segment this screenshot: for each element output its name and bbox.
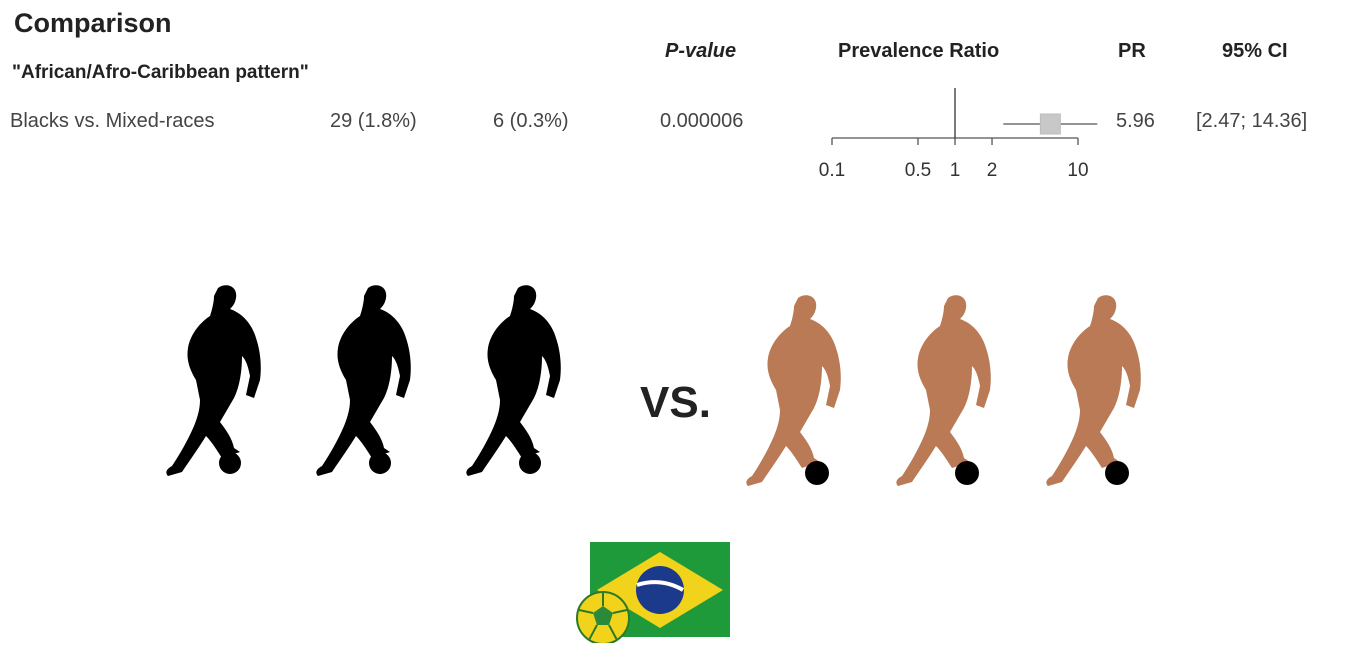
brazil-flag-icon xyxy=(565,540,735,648)
black-player-2 xyxy=(316,285,411,476)
players-illustration xyxy=(166,285,1141,486)
x-tick-label: 2 xyxy=(987,160,998,181)
black-player-1 xyxy=(166,285,261,476)
ball-2 xyxy=(955,461,979,485)
ci-value: [2.47; 14.36] xyxy=(1196,110,1308,132)
flag-globe xyxy=(636,566,684,614)
x-tick-label: 0.5 xyxy=(905,160,931,181)
ball-1 xyxy=(805,461,829,485)
x-tick-label: 1 xyxy=(950,160,961,181)
mixed-player-3 xyxy=(1046,295,1141,486)
x-tick-label: 0.1 xyxy=(819,160,845,181)
x-tick-label: 10 xyxy=(1067,160,1088,181)
group1-count: 29 (1.8%) xyxy=(330,110,417,132)
pattern-subtitle: "African/Afro-Caribbean pattern" xyxy=(12,62,309,83)
ball-3 xyxy=(1105,461,1129,485)
p-value-header: P-value xyxy=(665,40,737,62)
vs-label: VS. xyxy=(640,378,711,427)
comparison-label: Blacks vs. Mixed-races xyxy=(10,110,215,132)
pr-point xyxy=(1039,113,1061,135)
prevalence-ratio-header: Prevalence Ratio xyxy=(838,40,1000,62)
forest-plot: 0.1 0.5 1 2 10 xyxy=(819,88,1098,181)
pr-header: PR xyxy=(1118,40,1146,62)
pr-value: 5.96 xyxy=(1116,110,1155,132)
black-player-3 xyxy=(466,285,561,476)
group2-count: 6 (0.3%) xyxy=(493,110,569,132)
page-title: Comparison xyxy=(14,8,172,38)
mixed-player-1 xyxy=(746,295,841,486)
p-value: 0.000006 xyxy=(660,110,744,132)
ci-header: 95% CI xyxy=(1222,40,1288,62)
mixed-player-2 xyxy=(896,295,991,486)
flag-band xyxy=(636,580,684,592)
